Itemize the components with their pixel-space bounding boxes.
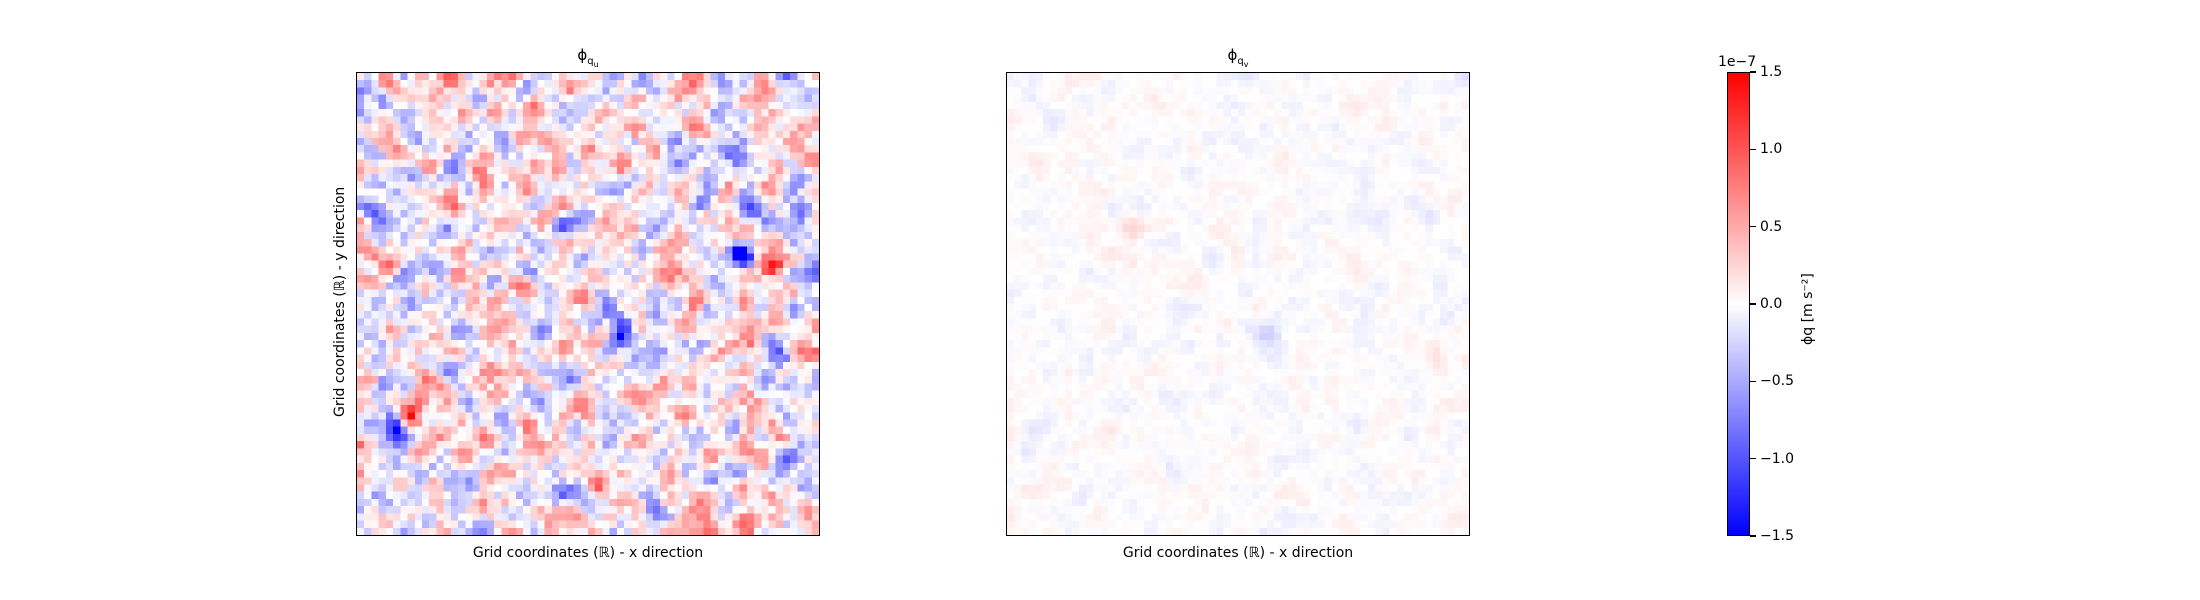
colorbar-tick-mark bbox=[1750, 303, 1756, 305]
colorbar-tick-label: −0.5 bbox=[1760, 373, 1794, 390]
right-title-sub: qv bbox=[1237, 56, 1249, 69]
colorbar-tick-mark bbox=[1750, 535, 1756, 537]
right-chart-title: ϕqv bbox=[1006, 46, 1470, 69]
colorbar-tick-label: 0.5 bbox=[1760, 218, 1783, 235]
colorbar-tick-mark bbox=[1750, 380, 1756, 383]
right-heatmap-canvas bbox=[1007, 73, 1469, 535]
colorbar-tick-mark bbox=[1750, 148, 1756, 151]
colorbar-tick-mark bbox=[1750, 225, 1756, 228]
colorbar bbox=[1727, 72, 1750, 536]
left-heatmap-canvas bbox=[357, 73, 819, 535]
colorbar-tick-mark bbox=[1750, 457, 1756, 460]
left-y-axis-label: Grid coordinates (ℝ) - y direction bbox=[332, 186, 348, 417]
right-title-phi: ϕ bbox=[1227, 46, 1238, 64]
colorbar-tick-label: 1.5 bbox=[1760, 64, 1783, 80]
colorbar-tick-label: 1.0 bbox=[1760, 141, 1783, 158]
colorbar-tick-label: 0.0 bbox=[1760, 296, 1783, 312]
right-x-axis-label: Grid coordinates (ℝ) - x direction bbox=[1122, 545, 1354, 561]
colorbar-tick-label: −1.0 bbox=[1760, 450, 1794, 467]
colorbar-tick-label: −1.5 bbox=[1760, 528, 1794, 544]
colorbar-label: ϕq [m s⁻²] bbox=[1800, 273, 1816, 345]
colorbar-exponent: 1e−7 bbox=[1718, 54, 1757, 70]
colorbar-tick-mark bbox=[1750, 71, 1756, 73]
right-heatmap bbox=[1006, 72, 1470, 536]
left-chart-title: ϕqu bbox=[356, 46, 820, 69]
left-x-axis-label: Grid coordinates (ℝ) - x direction bbox=[472, 545, 704, 561]
left-title-sub: qu bbox=[587, 56, 599, 69]
left-heatmap bbox=[356, 72, 820, 536]
left-title-phi: ϕ bbox=[577, 46, 588, 64]
